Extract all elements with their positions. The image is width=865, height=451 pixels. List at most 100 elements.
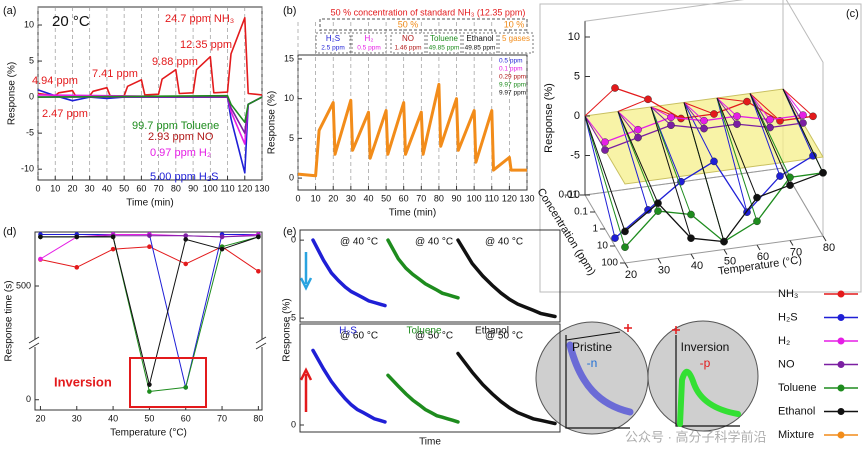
z-tick-label: -5 [570,149,580,161]
x-tick-label: 80 [434,193,444,203]
schematic-axes [675,335,740,427]
drop-line [584,87,616,117]
y-tick-label: -5 [288,312,296,322]
label-bg [337,235,383,248]
point [766,115,774,124]
x-tick-label: 10 [50,183,60,193]
gas-conc: 49.85 ppm [429,45,460,52]
y-tick-label: 5 [29,55,34,65]
gas-name: NO [402,34,414,43]
point [219,246,225,252]
point [687,234,695,242]
drop-line [584,115,626,232]
point [74,265,80,270]
point [687,210,695,219]
panel-frame [539,3,862,293]
z-tick-label: 10 [568,31,580,43]
series-line [37,94,263,124]
x-tick-label: 20 [35,413,45,423]
legend-label: NH₃ [778,288,798,300]
schematic-axes [565,331,621,341]
series-line [40,236,259,386]
x-tick [624,262,629,269]
y-tick-label: 0.1 [574,207,588,218]
x-tick-label: 60 [136,183,146,193]
point [667,113,675,122]
x-tick-label: 60 [181,413,191,423]
point [710,157,718,166]
point [601,146,609,154]
point [720,237,728,246]
point [183,261,189,267]
drop-line [683,102,715,162]
drop-line [749,93,781,177]
point [634,133,642,142]
point [621,243,629,251]
x-tick-label: 110 [485,193,499,203]
point [634,125,642,134]
x-tick-label: 30 [85,183,95,193]
gas-name: Ethanol [466,34,493,43]
legend-label: NO [778,358,795,370]
x-tick-label: 100 [467,193,482,203]
point [219,234,225,240]
x-tick-label: 120 [502,193,517,203]
point [611,84,619,92]
drop-line [782,88,804,116]
series-line [311,238,387,308]
legend-marker [837,431,845,439]
annotation: 24.7 ppm NH₃ [165,13,234,25]
point [183,233,189,238]
legend-marker [837,384,845,392]
x-tick-label: 40 [108,413,118,423]
x-tick-label: 110 [220,183,234,193]
subheader: 50 % [398,19,419,29]
drop-line [617,111,659,204]
watermark: 公众号 · 高分子科学前沿 [625,429,767,444]
x-tick-label: 60 [399,193,409,203]
drop-line [683,102,705,129]
drop-line [716,97,748,103]
x-axis-label: Time [419,437,441,448]
point [819,168,827,177]
drop-line [683,102,705,122]
x-tick-label: 100 [203,183,218,193]
x-tick-label: 20 [625,269,637,281]
drop-line [749,93,781,122]
point [183,385,189,390]
x-tick [690,253,695,260]
x-tick [657,258,662,264]
curve-label: @ 40 °C [340,237,378,248]
point [110,246,116,252]
x-tick-label: 30 [346,193,356,203]
schematic-circle [535,321,649,435]
drop-line [749,93,771,120]
panel-title: 20 °C [52,13,90,30]
legend-label: Toluene [778,382,817,394]
curve-label: @ 50 °C [415,331,453,342]
point [654,199,662,207]
x-tick-label: 40 [102,183,112,193]
legend-marker [837,290,845,298]
y-tick-label: -10 [21,164,34,174]
x-tick-label: 80 [253,413,263,423]
arrow [299,252,313,291]
point [710,110,718,118]
panel-label: (b) [283,5,296,17]
x-tick-label: 50 [144,413,154,423]
x-tick [723,249,728,255]
point [611,234,619,242]
x-tick-label: 30 [72,413,82,423]
curve-label: @ 60 °C [340,331,378,342]
annotation: Inversion [54,374,112,389]
header: 50 % concentration of standard NH₃ (12.3… [331,7,526,17]
label-bg [482,329,528,342]
schematic-axes [565,335,630,429]
point [256,268,261,274]
x-tick-label: 90 [188,183,198,193]
series-line [624,172,824,243]
point [700,124,708,133]
axis-break [28,336,40,350]
point [799,111,807,119]
point [183,237,189,242]
